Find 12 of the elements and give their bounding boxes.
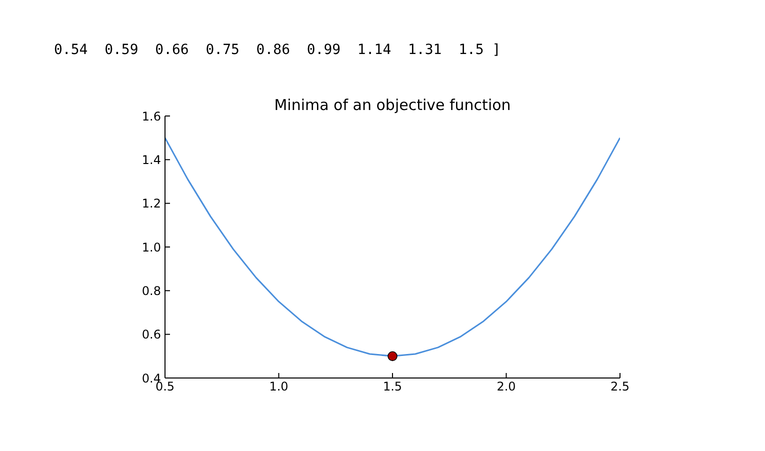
y-tick-label: 1.6 [142, 109, 161, 124]
x-tick-label: 1.5 [382, 380, 402, 394]
x-tick-label: 1.0 [269, 380, 288, 394]
y-tick-label: 0.8 [142, 284, 161, 298]
x-tick-label: 2.5 [610, 380, 630, 394]
y-tick-label: 0.6 [142, 328, 161, 342]
x-tick-label: 2.0 [496, 380, 516, 394]
chart-title: Minima of an objective function [273, 96, 512, 114]
y-tick-label: 1.4 [142, 152, 161, 167]
y-tick-label: 1.0 [142, 240, 161, 254]
text: 0.54 0.59 0.66 0.75 0.86 0.99 1.14 1.31 1.5 ] [54, 42, 501, 58]
y-tick-label: 1.2 [142, 196, 161, 211]
